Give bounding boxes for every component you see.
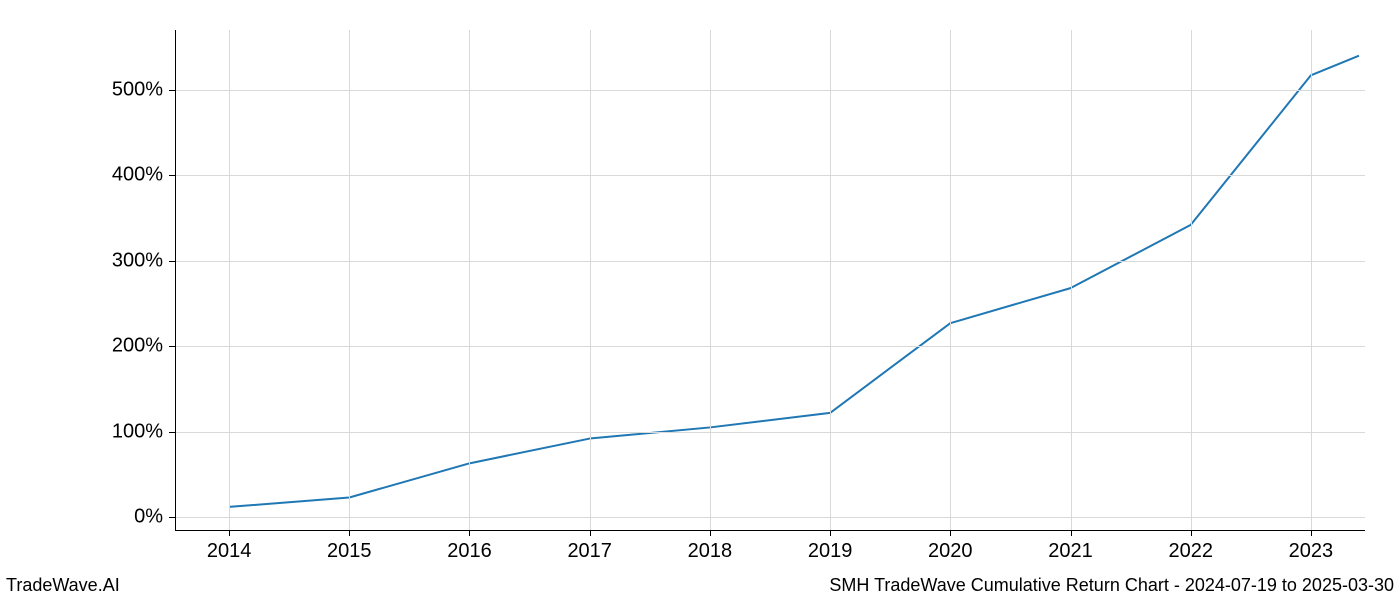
footer-right-text: SMH TradeWave Cumulative Return Chart - …	[829, 575, 1394, 596]
x-axis-tick-label: 2020	[928, 540, 973, 563]
x-axis-tick-label: 2018	[688, 540, 733, 563]
y-axis-tick-label: 300%	[0, 249, 163, 272]
x-axis-tick-label: 2015	[327, 540, 372, 563]
grid-line-horizontal	[175, 175, 1365, 176]
footer-left-text: TradeWave.AI	[6, 575, 120, 596]
x-axis-tick-label: 2022	[1168, 540, 1213, 563]
y-axis-tick-label: 100%	[0, 420, 163, 443]
grid-line-horizontal	[175, 432, 1365, 433]
y-axis-tick-label: 0%	[0, 506, 163, 529]
grid-line-vertical	[830, 30, 831, 530]
x-axis-tick-label: 2016	[447, 540, 492, 563]
y-axis-tick-label: 400%	[0, 164, 163, 187]
x-axis-tick-label: 2014	[207, 540, 252, 563]
grid-line-vertical	[1191, 30, 1192, 530]
grid-line-horizontal	[175, 346, 1365, 347]
grid-line-horizontal	[175, 261, 1365, 262]
grid-line-vertical	[710, 30, 711, 530]
return-line-series	[175, 30, 1365, 530]
x-axis-tick-label: 2023	[1289, 540, 1334, 563]
x-axis-spine	[175, 530, 1365, 531]
x-axis-tick-label: 2021	[1048, 540, 1093, 563]
grid-line-vertical	[950, 30, 951, 530]
grid-line-vertical	[590, 30, 591, 530]
chart-container: TradeWave.AI SMH TradeWave Cumulative Re…	[0, 0, 1400, 600]
grid-line-vertical	[1311, 30, 1312, 530]
grid-line-vertical	[229, 30, 230, 530]
y-axis-spine	[175, 30, 176, 530]
x-axis-tick-label: 2017	[567, 540, 612, 563]
grid-line-horizontal	[175, 517, 1365, 518]
grid-line-vertical	[1071, 30, 1072, 530]
x-axis-tick-label: 2019	[808, 540, 853, 563]
cumulative-return-line	[229, 56, 1359, 507]
grid-line-vertical	[349, 30, 350, 530]
grid-line-horizontal	[175, 90, 1365, 91]
y-axis-tick-label: 500%	[0, 78, 163, 101]
y-axis-tick-label: 200%	[0, 335, 163, 358]
plot-area	[175, 30, 1365, 530]
grid-line-vertical	[469, 30, 470, 530]
